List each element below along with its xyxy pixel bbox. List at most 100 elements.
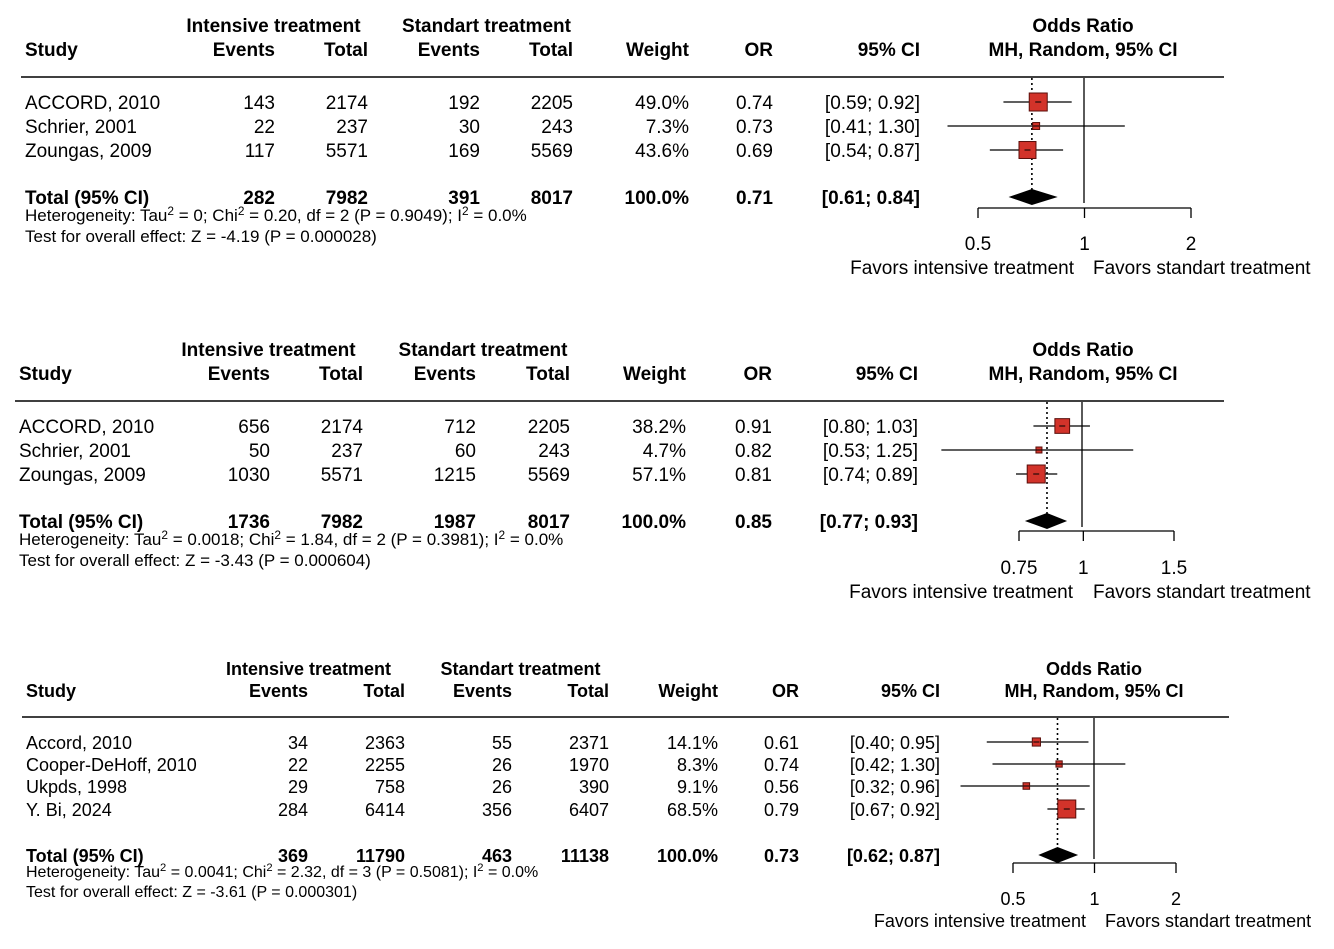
total-total2: 8017 (528, 512, 570, 533)
favors-right-label: Favors standart treatment (1105, 911, 1311, 931)
study-name: Cooper-DeHoff, 2010 (26, 755, 197, 775)
group2-header: Standart treatment (440, 659, 600, 679)
total-events1: 369 (278, 846, 308, 866)
total1-cell: 237 (331, 441, 363, 462)
total-weight: 100.0% (625, 188, 690, 209)
weight-header: Weight (658, 681, 718, 701)
events1-cell: 143 (243, 93, 275, 114)
weight-cell: 38.2% (632, 417, 686, 438)
x-tick-label: 1 (1089, 889, 1099, 909)
plot-subtitle: MH, Random, 95% CI (1004, 681, 1183, 701)
total-ci: [0.77; 0.93] (820, 512, 918, 533)
study-name: ACCORD, 2010 (19, 417, 154, 438)
overall-effect-text: Test for overall effect: Z = -3.43 (P = … (19, 551, 371, 570)
plot-title: Odds Ratio (1046, 659, 1142, 679)
weight-cell: 68.5% (667, 800, 718, 820)
weight-cell: 8.3% (677, 755, 718, 775)
ci-cell: [0.67; 0.92] (850, 800, 940, 820)
heterogeneity-part: = 0.0% (484, 864, 539, 881)
plot-title: Odds Ratio (1032, 16, 1133, 37)
group1-header: Intensive treatment (226, 659, 391, 679)
heterogeneity-part: = 0.0% (505, 530, 563, 549)
events2-cell: 30 (459, 117, 480, 138)
events1-cell: 22 (254, 117, 275, 138)
favors-left-label: Favors intensive treatment (849, 582, 1074, 603)
events2-header: Events (453, 681, 512, 701)
ci-cell: [0.32; 0.96] (850, 777, 940, 797)
ci-header: 95% CI (881, 681, 940, 701)
total2-header: Total (526, 364, 570, 385)
forest-panel-1: Intensive treatment Standart treatment Odd… (21, 16, 1311, 279)
heterogeneity-part: = 2.32, df = 3 (P = 0.5081); I (273, 864, 478, 881)
events2-cell: 26 (492, 755, 512, 775)
events1-cell: 22 (288, 755, 308, 775)
events1-header: Events (249, 681, 308, 701)
overall-effect-text: Test for overall effect: Z = -4.19 (P = … (25, 227, 377, 246)
total1-header: Total (319, 364, 363, 385)
events2-cell: 169 (448, 141, 480, 162)
events2-cell: 55 (492, 733, 512, 753)
heterogeneity-part: = 0.0018; Chi (168, 530, 274, 549)
pooled-diamond (1024, 513, 1068, 529)
x-tick-label: 1.5 (1161, 558, 1187, 579)
superscript-two: 2 (462, 204, 469, 218)
heterogeneity-part: = 1.84, df = 2 (P = 0.3981); I (281, 530, 499, 549)
total1-cell: 5571 (326, 141, 368, 162)
or-cell: 0.74 (736, 93, 773, 114)
study-name: ACCORD, 2010 (25, 93, 160, 114)
weight-cell: 57.1% (632, 465, 686, 486)
events1-cell: 34 (288, 733, 308, 753)
superscript-two: 2 (160, 862, 166, 874)
events1-header: Events (208, 364, 270, 385)
x-tick-label: 0.75 (1001, 558, 1038, 579)
weight-header: Weight (623, 364, 687, 385)
weight-header: Weight (626, 40, 690, 61)
heterogeneity-part: = 0.20, df = 2 (P = 0.9049); I (244, 206, 462, 225)
total-total1: 7982 (321, 512, 363, 533)
total1-cell: 5571 (321, 465, 363, 486)
plot-title: Odds Ratio (1032, 340, 1133, 361)
total2-header: Total (567, 681, 609, 701)
ci-header: 95% CI (858, 40, 920, 61)
plot-subtitle: MH, Random, 95% CI (989, 364, 1178, 385)
events1-cell: 50 (249, 441, 270, 462)
events2-cell: 60 (455, 441, 476, 462)
x-tick-label: 2 (1171, 889, 1181, 909)
x-tick-label: 2 (1186, 234, 1197, 255)
or-cell: 0.69 (736, 141, 773, 162)
heterogeneity-part: Heterogeneity: Tau (19, 530, 161, 549)
events2-header: Events (414, 364, 476, 385)
total2-header: Total (529, 40, 573, 61)
total-or: 0.73 (764, 846, 799, 866)
weight-cell: 49.0% (635, 93, 689, 114)
ci-header: 95% CI (856, 364, 918, 385)
total-events2: 463 (482, 846, 512, 866)
total2-cell: 2205 (528, 417, 570, 438)
ci-cell: [0.40; 0.95] (850, 733, 940, 753)
weight-cell: 7.3% (646, 117, 689, 138)
total1-cell: 2174 (321, 417, 364, 438)
total1-cell: 2363 (365, 733, 405, 753)
events2-cell: 1215 (434, 465, 476, 486)
ci-cell: [0.53; 1.25] (823, 441, 918, 462)
ci-cell: [0.80; 1.03] (823, 417, 918, 438)
total-weight: 100.0% (657, 846, 718, 866)
total1-cell: 2174 (326, 93, 369, 114)
total-ci: [0.61; 0.84] (822, 188, 920, 209)
events1-cell: 656 (238, 417, 270, 438)
study-name: Accord, 2010 (26, 733, 132, 753)
or-cell: 0.79 (764, 800, 799, 820)
events2-cell: 712 (444, 417, 476, 438)
favors-right-label: Favors standart treatment (1093, 258, 1311, 279)
superscript-two: 2 (274, 528, 281, 542)
heterogeneity-part: Heterogeneity: Tau (25, 206, 167, 225)
ci-cell: [0.42; 1.30] (850, 755, 940, 775)
superscript-two: 2 (167, 204, 174, 218)
or-cell: 0.74 (764, 755, 799, 775)
total-events2: 391 (448, 188, 480, 209)
x-tick-label: 1 (1078, 558, 1089, 579)
group2-header: Standart treatment (399, 340, 569, 361)
or-cell: 0.81 (735, 465, 772, 486)
events1-cell: 29 (288, 777, 308, 797)
